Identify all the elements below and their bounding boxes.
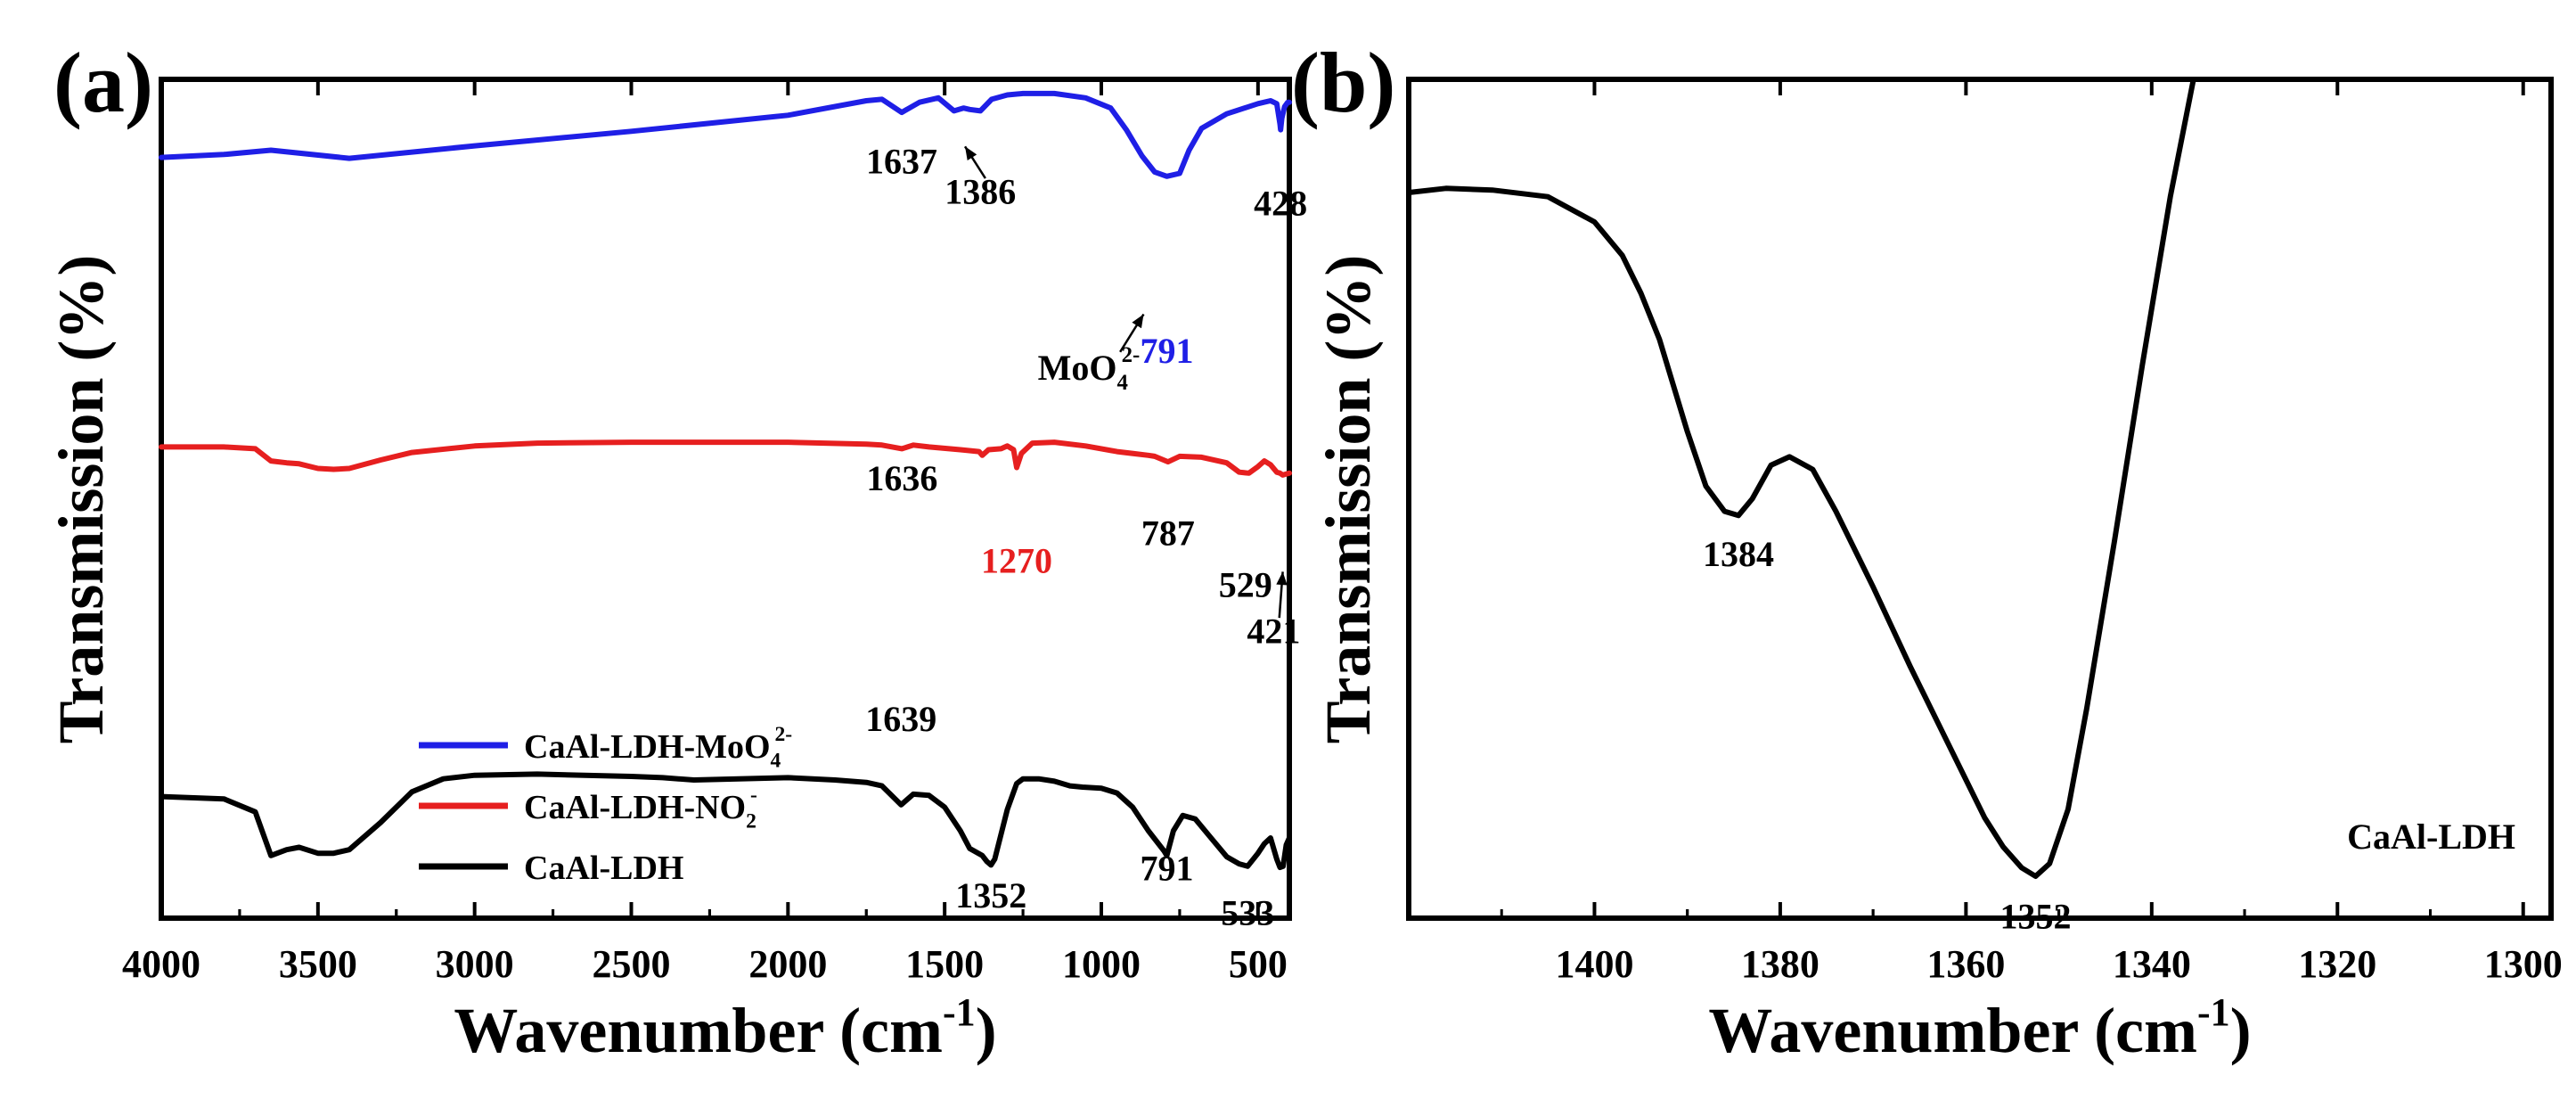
x-tick-label: 1340 [2113, 942, 2191, 986]
peak-annotation: 533 [1221, 893, 1274, 933]
panel-label: (a) [53, 35, 153, 130]
peak-annotation: 421 [1247, 611, 1300, 651]
plot-frame [159, 77, 1292, 921]
x-tick-label: 4000 [122, 942, 200, 986]
peak-annotation: 1270 [981, 540, 1052, 580]
x-tick-label: 2000 [748, 942, 827, 986]
peak-annotation: 1384 [1703, 534, 1774, 574]
legend-label: CaAl-LDH-NO2- [524, 784, 757, 833]
plot-frame [1406, 77, 2554, 921]
x-tick-label: 3000 [436, 942, 514, 986]
panel-a: 4000 3500 3000 2500 2000 1500 1000 500 Wavenumbe… [45, 35, 1307, 1066]
x-tick-label: 1000 [1062, 942, 1141, 986]
annotation-arrowhead [965, 146, 977, 161]
peak-annotation: 791 [1140, 849, 1193, 889]
annotation-arrowhead [1276, 571, 1288, 586]
peak-annotation: 1352 [2000, 896, 2072, 936]
peak-annotation: 529 [1219, 565, 1272, 605]
peak-annotation: 428 [1254, 183, 1307, 223]
x-tick-label: 3500 [279, 942, 357, 986]
peak-annotation: MoO42- [1038, 343, 1141, 395]
y-axis-label: Transmission (%) [45, 255, 117, 744]
legend-label: CaAl-LDH [524, 850, 683, 887]
peak-annotation: 1636 [866, 458, 937, 498]
peak-annotation: 1639 [865, 699, 936, 739]
x-tick-label: 1380 [1741, 942, 1820, 986]
x-tick-label: 1500 [905, 942, 984, 986]
x-tick-label: 500 [1229, 942, 1288, 986]
peak-annotation: 787 [1141, 513, 1195, 553]
x-tick-label: 1320 [2298, 942, 2376, 986]
x-tick-label: 2500 [593, 942, 671, 986]
panel-label: (b) [1291, 35, 1395, 130]
x-tick-label: 1400 [1555, 942, 1633, 986]
peak-annotation: 1637 [866, 141, 937, 181]
x-tick-label: 1300 [2484, 942, 2563, 986]
series-line [159, 439, 1292, 478]
peak-annotation: 1352 [955, 875, 1026, 915]
x-axis-label: Wavenumber (cm-1) [1708, 990, 2251, 1066]
panel-b: 1400 1380 1360 1340 1320 1300 Wavenumber (cm-1… [1291, 35, 2563, 1066]
sample-label: CaAl-LDH [2347, 817, 2515, 857]
series-line [159, 771, 1292, 871]
peak-annotation: 791 [1140, 331, 1193, 371]
legend-label: CaAl-LDH-MoO42- [524, 723, 792, 773]
annotation-arrowhead [1132, 314, 1144, 329]
y-axis-label: Transmission (%) [1313, 255, 1384, 744]
series-line [159, 90, 1292, 179]
peak-annotation: 1386 [945, 171, 1016, 211]
x-axis-label: Wavenumber (cm-1) [454, 990, 996, 1066]
x-tick-label: 1360 [1926, 942, 2005, 986]
series-line [1406, 77, 2196, 879]
